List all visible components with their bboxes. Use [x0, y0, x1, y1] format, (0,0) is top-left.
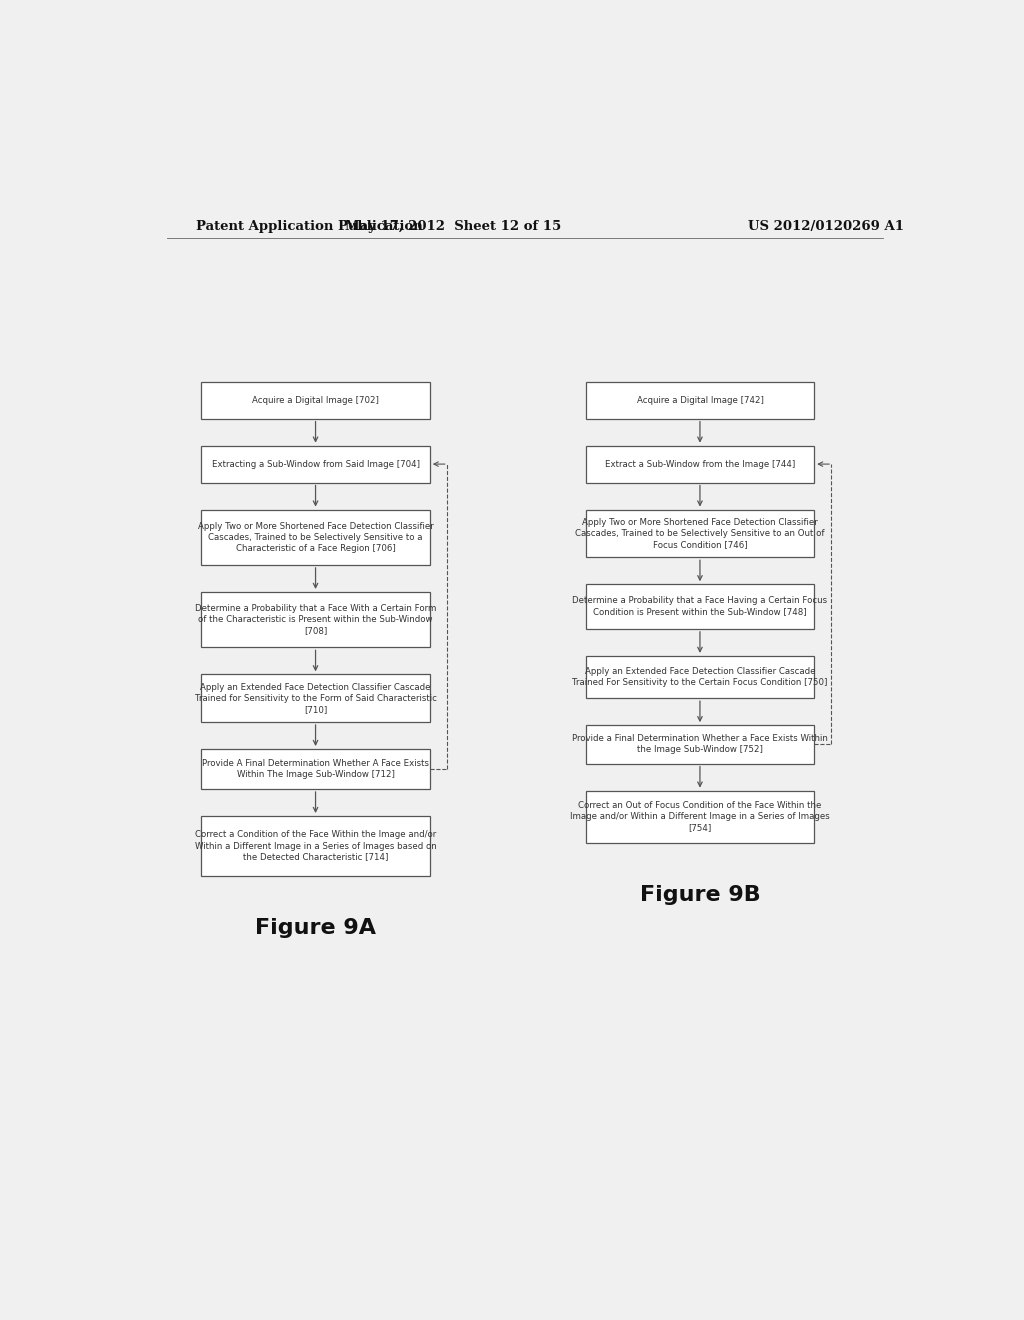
Text: May 17, 2012  Sheet 12 of 15: May 17, 2012 Sheet 12 of 15 [345, 219, 561, 232]
Bar [202, 591, 430, 647]
Bar [586, 791, 814, 843]
Bar [586, 446, 814, 483]
Text: Figure 9B: Figure 9B [640, 886, 761, 906]
Text: Extracting a Sub-Window from Said Image [704]: Extracting a Sub-Window from Said Image … [212, 459, 420, 469]
Text: Apply an Extended Face Detection Classifier Cascade
Trained for Sensitivity to t: Apply an Extended Face Detection Classif… [195, 682, 436, 714]
Text: Provide a Final Determination Whether a Face Exists Within
the Image Sub-Window : Provide a Final Determination Whether a … [572, 734, 827, 755]
Bar [586, 381, 814, 418]
Bar [202, 381, 430, 418]
Bar [202, 675, 430, 722]
Bar [202, 748, 430, 789]
Text: Acquire a Digital Image [742]: Acquire a Digital Image [742] [637, 396, 763, 405]
Bar [586, 725, 814, 763]
Text: Figure 9A: Figure 9A [255, 919, 376, 939]
Text: Determine a Probability that a Face Having a Certain Focus
Condition is Present : Determine a Probability that a Face Havi… [572, 597, 827, 616]
Text: US 2012/0120269 A1: US 2012/0120269 A1 [748, 219, 903, 232]
Bar [202, 816, 430, 876]
Text: Patent Application Publication: Patent Application Publication [197, 219, 423, 232]
Text: Apply Two or More Shortened Face Detection Classifier
Cascades, Trained to be Se: Apply Two or More Shortened Face Detecti… [198, 521, 433, 553]
Text: Provide A Final Determination Whether A Face Exists
Within The Image Sub-Window : Provide A Final Determination Whether A … [202, 759, 429, 779]
Text: Apply Two or More Shortened Face Detection Classifier
Cascades, Trained to be Se: Apply Two or More Shortened Face Detecti… [575, 517, 824, 549]
Text: Extract a Sub-Window from the Image [744]: Extract a Sub-Window from the Image [744… [605, 459, 795, 469]
Bar [202, 446, 430, 483]
Text: Apply an Extended Face Detection Classifier Cascade
Trained For Sensitivity to t: Apply an Extended Face Detection Classif… [572, 667, 827, 686]
Text: Correct a Condition of the Face Within the Image and/or
Within a Different Image: Correct a Condition of the Face Within t… [195, 830, 436, 862]
Bar [586, 656, 814, 698]
Bar [586, 510, 814, 557]
Text: Acquire a Digital Image [702]: Acquire a Digital Image [702] [252, 396, 379, 405]
Text: Determine a Probability that a Face With a Certain Form
of the Characteristic is: Determine a Probability that a Face With… [195, 605, 436, 635]
Bar [586, 585, 814, 628]
Bar [202, 510, 430, 565]
Text: Correct an Out of Focus Condition of the Face Within the
Image and/or Within a D: Correct an Out of Focus Condition of the… [570, 801, 829, 833]
